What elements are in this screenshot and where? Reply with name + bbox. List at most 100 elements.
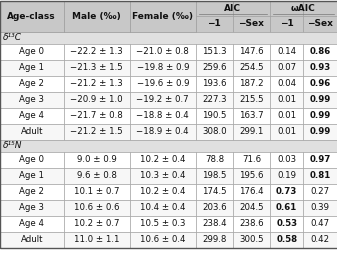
- Text: AIC: AIC: [224, 4, 241, 13]
- Text: 10.6 ± 0.4: 10.6 ± 0.4: [140, 235, 185, 244]
- Bar: [233, 168, 270, 184]
- Bar: [270, 184, 304, 200]
- Text: 0.73: 0.73: [276, 187, 297, 197]
- Bar: [270, 216, 304, 232]
- Bar: [270, 108, 304, 124]
- Bar: [63, 184, 130, 200]
- Text: 0.86: 0.86: [310, 48, 331, 56]
- Text: −1: −1: [280, 19, 294, 29]
- Text: 204.5: 204.5: [239, 203, 264, 212]
- Bar: [0, 184, 63, 200]
- Bar: [196, 16, 233, 32]
- Bar: [270, 152, 304, 168]
- Bar: [270, 92, 304, 108]
- Text: −20.9 ± 1.0: −20.9 ± 1.0: [70, 96, 123, 105]
- Text: 176.4: 176.4: [239, 187, 264, 197]
- Text: 227.3: 227.3: [202, 96, 227, 105]
- Bar: [63, 124, 130, 140]
- Text: −Sex: −Sex: [307, 19, 333, 29]
- Text: δ¹³C: δ¹³C: [3, 34, 22, 43]
- Bar: [304, 76, 337, 92]
- Text: 0.42: 0.42: [311, 235, 330, 244]
- Text: 0.93: 0.93: [310, 63, 331, 73]
- Text: −19.8 ± 0.9: −19.8 ± 0.9: [136, 63, 189, 73]
- Bar: [270, 124, 304, 140]
- Text: Age 2: Age 2: [19, 187, 44, 197]
- Bar: [0, 1, 63, 16]
- Bar: [270, 168, 304, 184]
- Text: −1: −1: [208, 19, 221, 29]
- Bar: [130, 60, 196, 76]
- Bar: [196, 108, 233, 124]
- Bar: [0, 32, 337, 44]
- Bar: [63, 16, 130, 32]
- Text: −22.2 ± 1.3: −22.2 ± 1.3: [70, 48, 123, 56]
- Text: Female (‰): Female (‰): [132, 12, 193, 21]
- Bar: [270, 44, 304, 60]
- Bar: [0, 1, 337, 248]
- Bar: [233, 184, 270, 200]
- Text: Age 0: Age 0: [19, 48, 44, 56]
- Text: Male (‰): Male (‰): [72, 12, 121, 21]
- Text: −21.7 ± 0.8: −21.7 ± 0.8: [70, 111, 123, 120]
- Bar: [130, 200, 196, 216]
- Bar: [63, 108, 130, 124]
- Text: −18.8 ± 0.4: −18.8 ± 0.4: [136, 111, 189, 120]
- Text: 198.5: 198.5: [202, 172, 226, 180]
- Bar: [233, 16, 270, 32]
- Bar: [304, 216, 337, 232]
- Bar: [233, 124, 270, 140]
- Text: 299.1: 299.1: [239, 128, 264, 136]
- Bar: [63, 92, 130, 108]
- Bar: [63, 44, 130, 60]
- Text: 10.2 ± 0.7: 10.2 ± 0.7: [74, 220, 119, 229]
- Bar: [233, 216, 270, 232]
- Text: 151.3: 151.3: [202, 48, 227, 56]
- Bar: [0, 152, 63, 168]
- Text: δ¹⁵N: δ¹⁵N: [3, 142, 23, 150]
- Bar: [304, 108, 337, 124]
- Bar: [304, 232, 337, 248]
- Bar: [196, 200, 233, 216]
- Bar: [196, 76, 233, 92]
- Bar: [63, 168, 130, 184]
- Text: ωAIC: ωAIC: [291, 4, 316, 13]
- Text: Age-class: Age-class: [7, 12, 56, 21]
- Text: 0.19: 0.19: [277, 172, 296, 180]
- Text: 10.4 ± 0.4: 10.4 ± 0.4: [140, 203, 185, 212]
- Text: 147.6: 147.6: [239, 48, 264, 56]
- Bar: [130, 1, 196, 32]
- Text: 299.8: 299.8: [202, 235, 226, 244]
- Text: −21.2 ± 1.3: −21.2 ± 1.3: [70, 80, 123, 88]
- Text: 10.3 ± 0.4: 10.3 ± 0.4: [140, 172, 185, 180]
- Bar: [196, 152, 233, 168]
- Text: 0.01: 0.01: [277, 96, 296, 105]
- Text: 11.0 ± 1.1: 11.0 ± 1.1: [74, 235, 119, 244]
- Bar: [270, 76, 304, 92]
- Bar: [0, 200, 63, 216]
- Bar: [304, 200, 337, 216]
- Bar: [304, 124, 337, 140]
- Text: −21.2 ± 1.5: −21.2 ± 1.5: [70, 128, 123, 136]
- Text: 10.2 ± 0.4: 10.2 ± 0.4: [140, 187, 185, 197]
- Text: −Sex: −Sex: [239, 19, 264, 29]
- Text: 0.58: 0.58: [276, 235, 297, 244]
- Bar: [304, 152, 337, 168]
- Text: 163.7: 163.7: [239, 111, 264, 120]
- Text: 78.8: 78.8: [205, 155, 224, 165]
- Text: 0.61: 0.61: [276, 203, 297, 212]
- Bar: [196, 216, 233, 232]
- Bar: [130, 216, 196, 232]
- Text: 259.6: 259.6: [202, 63, 226, 73]
- Text: 254.5: 254.5: [239, 63, 264, 73]
- Bar: [0, 124, 63, 140]
- Bar: [0, 16, 63, 32]
- Text: Age 2: Age 2: [19, 80, 44, 88]
- Bar: [304, 60, 337, 76]
- Text: −21.3 ± 1.5: −21.3 ± 1.5: [70, 63, 123, 73]
- Text: 10.5 ± 0.3: 10.5 ± 0.3: [140, 220, 185, 229]
- Bar: [196, 168, 233, 184]
- Bar: [233, 108, 270, 124]
- Text: 174.5: 174.5: [202, 187, 227, 197]
- Text: 0.96: 0.96: [310, 80, 331, 88]
